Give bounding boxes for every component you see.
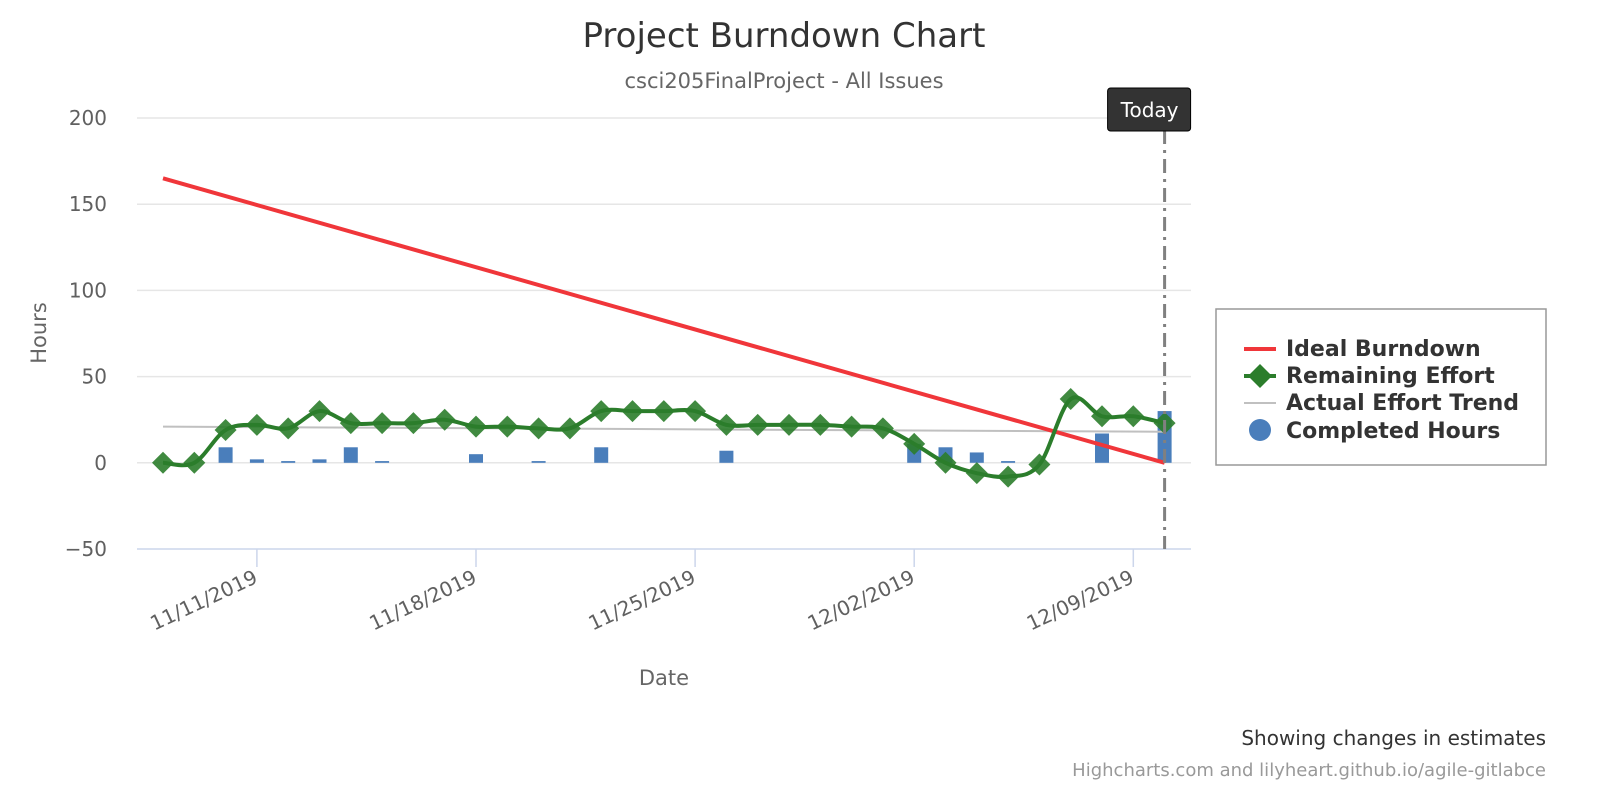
remaining-effort-point — [809, 413, 832, 436]
chart-title: Project Burndown Chart — [583, 16, 986, 56]
legend-label-completed-hours: Completed Hours — [1286, 419, 1500, 444]
remaining-effort-point — [1028, 453, 1051, 476]
remaining-effort-point — [1091, 405, 1113, 428]
legend-item-completed-hours[interactable]: Completed Hours — [1249, 419, 1500, 444]
legend: Ideal Burndown Remaining Effort Actual E… — [1215, 308, 1547, 466]
completed-hours-bar — [1001, 461, 1016, 463]
remaining-effort-point — [183, 451, 206, 474]
completed-hours-bar — [312, 459, 327, 463]
remaining-effort-point — [339, 412, 362, 435]
remaining-effort-point — [652, 400, 675, 423]
completed-hours-bar — [469, 454, 483, 463]
remaining-effort-point — [997, 465, 1020, 488]
x-tick-label: 12/02/2019 — [804, 565, 919, 635]
today-label: Today — [1120, 98, 1179, 122]
grid-lines — [137, 117, 1191, 464]
y-tick-label: 100 — [69, 278, 107, 302]
x-axis: 11/11/2019 11/18/2019 11/25/2019 12/02/2019… — [137, 548, 1191, 635]
actual-effort-trend-series — [162, 425, 1165, 433]
chart-subtitle: csci205FinalProject - All Issues — [624, 69, 943, 93]
remaining-effort-point — [558, 417, 581, 440]
remaining-effort-point — [308, 400, 331, 423]
remaining-effort-point — [465, 415, 487, 438]
legend-item-remaining-effort[interactable]: Remaining Effort — [1244, 364, 1495, 389]
ideal-burndown-series — [162, 176, 1166, 465]
ideal-burndown-line — [162, 176, 1166, 465]
remaining-effort-point — [527, 417, 550, 440]
y-axis-labels: −50 0 50 100 150 200 — [65, 106, 107, 561]
x-tick-label: 11/25/2019 — [585, 565, 700, 635]
completed-hours-bar — [249, 459, 264, 463]
remaining-effort-point — [402, 412, 425, 435]
legend-label-ideal-burndown: Ideal Burndown — [1286, 337, 1481, 362]
remaining-effort-series — [152, 388, 1176, 488]
x-axis-title: Date — [639, 666, 689, 690]
completed-hours-bar — [594, 447, 609, 463]
completed-hours-bar — [343, 447, 358, 463]
remaining-effort-point — [965, 462, 988, 485]
y-tick-label: 200 — [69, 106, 107, 130]
completed-hours-bar — [375, 461, 390, 463]
diamond-icon — [1248, 364, 1272, 388]
completed-hours-bar — [719, 450, 734, 463]
remaining-effort-point — [840, 415, 863, 438]
legend-label-remaining-effort: Remaining Effort — [1286, 364, 1495, 389]
remaining-effort-point — [871, 417, 894, 440]
remaining-effort-point — [1059, 388, 1082, 411]
remaining-effort-point — [684, 400, 707, 423]
y-tick-label: 150 — [69, 192, 107, 216]
remaining-effort-point — [245, 413, 268, 436]
x-tick-label: 12/09/2019 — [1023, 565, 1138, 635]
completed-hours-bar — [218, 447, 233, 463]
completed-hours-bar — [281, 461, 296, 463]
x-tick-label: 11/11/2019 — [146, 565, 261, 635]
circle-icon — [1249, 419, 1271, 441]
remaining-effort-point — [621, 400, 644, 423]
legend-label-actual-effort-trend: Actual Effort Trend — [1286, 391, 1519, 416]
completed-hours-bar — [531, 461, 546, 463]
remaining-effort-point — [496, 415, 519, 438]
y-tick-label: −50 — [65, 537, 107, 561]
estimate-changes-note: Showing changes in estimates — [1241, 726, 1546, 750]
remaining-effort-point — [715, 413, 738, 436]
completed-hours-bar — [1095, 433, 1109, 463]
y-axis-title: Hours — [27, 302, 51, 364]
remaining-effort-point — [778, 413, 800, 436]
legend-item-ideal-burndown[interactable]: Ideal Burndown — [1244, 337, 1481, 362]
legend-box — [1215, 308, 1547, 466]
remaining-effort-point — [371, 412, 394, 435]
remaining-effort-point — [277, 417, 300, 440]
today-marker: Today — [1107, 87, 1192, 549]
remaining-effort-point — [934, 451, 957, 474]
remaining-effort-point — [152, 451, 174, 474]
remaining-effort-point — [1122, 405, 1145, 428]
remaining-effort-point — [746, 413, 769, 436]
today-label-box — [1107, 87, 1192, 132]
actual-effort-trend-line — [162, 425, 1165, 433]
y-tick-label: 50 — [82, 365, 107, 389]
legend-item-actual-effort-trend[interactable]: Actual Effort Trend — [1244, 391, 1519, 416]
remaining-effort-point — [903, 432, 926, 455]
completed-hours-bar — [969, 452, 984, 463]
y-tick-label: 0 — [94, 451, 107, 475]
remaining-effort-point — [590, 400, 613, 423]
x-tick-label: 11/18/2019 — [365, 565, 480, 635]
credits-link[interactable]: Highcharts.com and lilyheart.github.io/a… — [1072, 760, 1546, 781]
remaining-effort-point — [433, 408, 456, 431]
remaining-effort-point — [214, 419, 237, 442]
